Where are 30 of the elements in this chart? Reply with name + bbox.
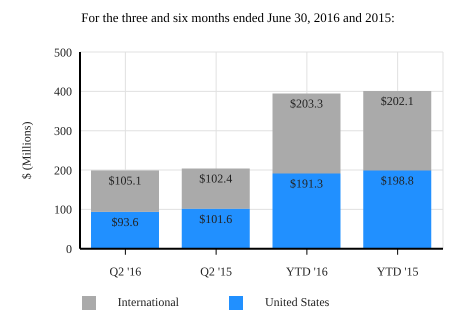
data-label: $105.1	[108, 174, 142, 188]
x-tick-label: YTD '16	[286, 264, 328, 278]
bar	[363, 90, 432, 171]
data-label: $203.3	[290, 96, 323, 110]
y-tick-label: 300	[54, 124, 72, 138]
bar	[182, 208, 250, 249]
x-tick-label: Q2 '16	[109, 264, 142, 278]
data-label: $198.8	[380, 174, 414, 188]
bar	[182, 168, 250, 209]
data-label: $102.4	[199, 171, 232, 186]
legend-label: United States	[264, 294, 330, 309]
data-label: $93.6	[112, 214, 138, 229]
bar	[91, 170, 159, 212]
chart-title: For the three and six months ended June 30, 2016 and 2015:	[80, 10, 396, 27]
y-tick-label: 400	[54, 84, 72, 99]
y-tick-label: 100	[54, 202, 72, 217]
y-axis-title: $ (Millions)	[19, 122, 34, 180]
bar	[91, 212, 159, 249]
data-label: $101.6	[199, 212, 232, 226]
bar	[272, 173, 340, 249]
data-label: $191.3	[290, 176, 323, 190]
y-tick-label: 0	[66, 242, 72, 256]
legend-label: International	[118, 294, 179, 309]
y-tick-label: 200	[54, 163, 72, 178]
bar	[272, 93, 340, 174]
x-tick-label: Q2 '15	[200, 264, 232, 278]
x-tick-label: YTD '15	[376, 264, 419, 278]
bar	[363, 170, 432, 249]
data-label: $202.1	[380, 94, 414, 108]
y-tick-label: 500	[54, 45, 72, 60]
